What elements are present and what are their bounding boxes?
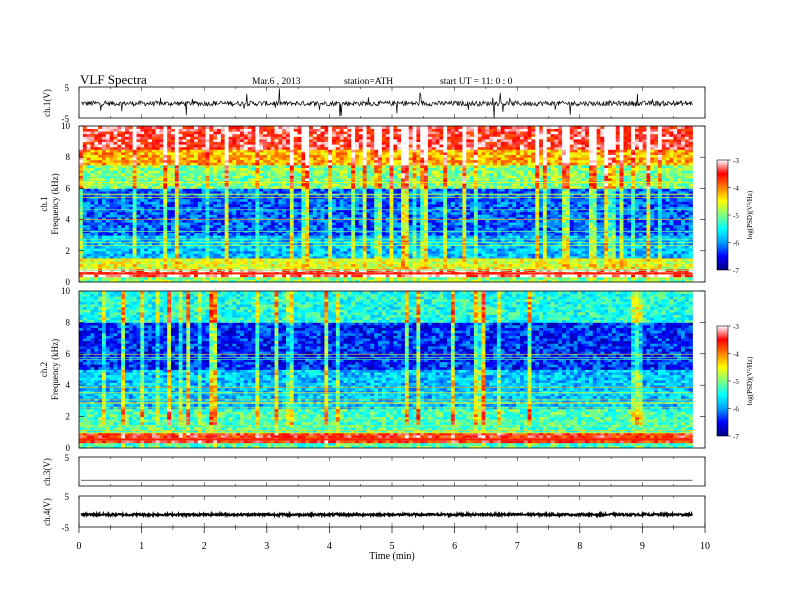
time-tick-8: 8 xyxy=(577,541,582,552)
ch1-spectrogram-colorbar-tick-4: -7 xyxy=(733,267,739,275)
ch1-spectrogram-frame xyxy=(78,125,706,283)
time-tick-9: 9 xyxy=(640,541,645,552)
time-tick-2: 2 xyxy=(202,541,207,552)
ch2-spectrogram-ytick-2: 2 xyxy=(66,412,71,422)
ch2-spectrogram-ytick-0: 0 xyxy=(66,443,71,453)
ch1-spectrogram-colorbar-tick-2: -5 xyxy=(733,212,739,220)
ch2-spectrogram-colorbar-tick-4: -7 xyxy=(733,433,739,441)
ch2-spectrogram-colorbar-tick-3: -6 xyxy=(733,406,739,414)
time-tick-4: 4 xyxy=(327,541,332,552)
ch3-waveform-frame xyxy=(78,456,706,487)
ch1-colorbar: -3 -4 -5 -6 -7 log(PSD)(V²/Hz) xyxy=(716,157,754,275)
ch2-spectrogram-colorbar-tick-1: -4 xyxy=(733,351,739,359)
ch2-spectrogram-frame xyxy=(78,290,706,449)
start-time-label: start UT = 11: 0 : 0 xyxy=(440,77,513,87)
ch1-spectrogram-ytick-8: 8 xyxy=(66,152,71,162)
ch1-spectrogram-ytick-0: 0 xyxy=(66,277,71,287)
time-axis: 0 1 2 3 4 5 6 7 8 9 10 Time (min) xyxy=(77,527,710,562)
ch1-waveform-panel: 5 -5 ch.1(V) xyxy=(42,83,706,124)
ch2-colorbar: -3 -4 -5 -6 -7 log(PSD)(V²/Hz) xyxy=(716,323,754,441)
time-axis-label: Time (min) xyxy=(369,551,414,562)
ch2-spectrogram-ytick-8: 8 xyxy=(66,317,71,327)
ch1-spectrogram-ylabel-freq: Frequency (kHz) xyxy=(50,173,60,234)
ch1-spectrogram-ytick-6: 6 xyxy=(66,183,71,193)
ch1-waveform-ytick-top: 5 xyxy=(65,83,70,93)
time-tick-10: 10 xyxy=(700,541,710,552)
ch4-waveform-ytick-bottom: -5 xyxy=(62,523,70,533)
ch2-spectrogram-panel: 0 2 4 6 8 10 ch.2 Frequency (kHz) xyxy=(39,286,706,453)
ch1-spectrogram-colorbar-tick-3: -6 xyxy=(733,240,739,248)
ch1-spectrogram-ylabel-channel: ch.1 xyxy=(39,196,49,211)
ch1-spectrogram-colorbar-bar xyxy=(716,159,729,271)
ch1-spectrogram-ytick-4: 4 xyxy=(66,215,71,225)
ch2-spectrogram-ytick-4: 4 xyxy=(66,380,71,390)
ch1-spectrogram-ytick-2: 2 xyxy=(66,246,71,256)
ch2-spectrogram-ytick-10: 10 xyxy=(61,286,71,296)
ch2-spectrogram-ylabel-freq: Frequency (kHz) xyxy=(50,339,60,400)
time-tick-6: 6 xyxy=(452,541,457,552)
time-tick-5: 5 xyxy=(390,541,395,552)
ch4-waveform-ytick-top: 5 xyxy=(65,492,70,502)
ch1-waveform-trace xyxy=(80,88,693,119)
time-tick-1: 1 xyxy=(139,541,144,552)
ch3-waveform-panel: 5 ch.3(V) xyxy=(42,453,706,487)
station-label: station=ATH xyxy=(344,77,393,87)
ch1-spectrogram-panel: 0 2 4 6 8 10 ch.1 Frequency (kHz) xyxy=(39,121,706,287)
ch1-waveform-ytick-bottom: -5 xyxy=(62,114,70,124)
time-tick-3: 3 xyxy=(264,541,269,552)
ch4-waveform-panel: 5 -5 ch.4(V) xyxy=(42,492,706,533)
ch1-spectrogram-colorbar-tick-1: -4 xyxy=(733,185,739,193)
date-label: Mar.6 , 2013 xyxy=(252,77,301,87)
ch4-waveform-frame xyxy=(78,495,706,528)
ch4-waveform-ylabel: ch.4(V) xyxy=(42,498,52,526)
ch1-spectrogram-colorbar-label: log(PSD)(V²/Hz) xyxy=(746,190,754,239)
time-tick-0: 0 xyxy=(77,541,82,552)
ch3-waveform-ytick-top: 5 xyxy=(65,453,70,463)
ch1-spectrogram-ytick-10: 10 xyxy=(61,121,71,131)
ch4-waveform-trace xyxy=(80,510,693,519)
ch2-spectrogram-colorbar-tick-0: -3 xyxy=(733,323,739,331)
ch1-spectrogram-colorbar-tick-0: -3 xyxy=(733,157,739,165)
ch3-waveform-ylabel: ch.3(V) xyxy=(42,458,52,486)
time-tick-7: 7 xyxy=(515,541,520,552)
ch2-spectrogram-ytick-6: 6 xyxy=(66,349,71,359)
ch2-spectrogram-colorbar-tick-2: -5 xyxy=(733,378,739,386)
ch1-waveform-ylabel: ch.1(V) xyxy=(42,89,52,117)
ch2-spectrogram-colorbar-label: log(PSD)(V²/Hz) xyxy=(746,356,754,405)
ch2-spectrogram-ylabel-channel: ch.2 xyxy=(39,362,49,377)
ch2-spectrogram-colorbar-bar xyxy=(716,325,729,437)
figure-title: VLF Spectra xyxy=(80,72,147,87)
